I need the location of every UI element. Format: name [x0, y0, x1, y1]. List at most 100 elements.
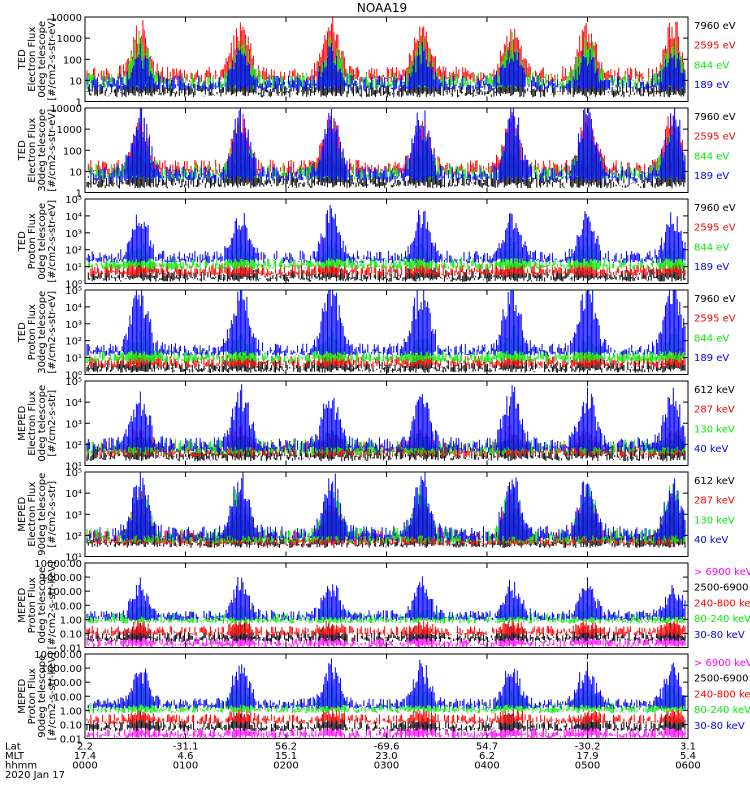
series-7-5: [86, 576, 686, 621]
series-4-4: [86, 290, 686, 356]
y-tick-label: 1000.00: [41, 573, 82, 584]
legend-entry: 40 keV: [694, 535, 728, 546]
y-tick-label: 10²: [65, 337, 82, 348]
panel-3: 10⁰ 10¹ 10² 10³ 10⁴ 10⁵ TEDProton Flux0deg tel…: [17, 195, 736, 291]
y-tick-label: 100: [63, 146, 82, 157]
legend-entry: 240-800 keV: [694, 598, 750, 609]
series-5-4: [86, 384, 686, 453]
y-tick-label: 10³: [65, 320, 82, 331]
y-tick-label: 10⁰: [65, 280, 82, 291]
legend-entry: 844 eV: [694, 242, 729, 253]
legend-entry: 30-80 keV: [694, 630, 745, 641]
y-tick-label: 10⁰: [65, 371, 82, 382]
series-6-4: [86, 472, 686, 542]
footer-value: 3.1: [680, 742, 696, 753]
y-tick-label: 10²: [65, 440, 82, 451]
figure-title: NOAA19: [357, 1, 407, 15]
legend-entry: 612 keV: [694, 476, 735, 487]
footer-value: 56.2: [275, 742, 297, 753]
y-tick-label: 10.00: [53, 692, 82, 703]
y-tick-label: 10²: [65, 246, 82, 257]
y-axis-label: TEDProton Flux0deg telescope[#/cm2-s-str…: [17, 200, 58, 283]
panel-8: 0.01 0.10 1.00 10.00 100.00 1000.00 10000.00ME…: [17, 650, 750, 746]
series-8-2: [86, 709, 686, 732]
footer-value: 0500: [575, 761, 600, 772]
panel-7-data: [86, 576, 686, 648]
y-tick-label: 10⁴: [65, 489, 82, 500]
legend-entry: > 6900 keV: [694, 658, 750, 669]
panel-5-data: [86, 384, 686, 462]
footer-value: 4.6: [178, 751, 194, 762]
footer-value: 2.2: [77, 742, 93, 753]
legend-entry: 7960 eV: [694, 112, 736, 123]
footer-value: 6.2: [479, 751, 495, 762]
panel-4-data: [86, 290, 686, 373]
series-3-4: [86, 205, 686, 264]
y-tick-label: 10³: [65, 510, 82, 521]
footer-row-label: 2020 Jan 17: [5, 770, 65, 781]
panel-3-data: [86, 205, 686, 282]
footer-value: -30.2: [575, 742, 601, 753]
y-tick-label: 1000.00: [41, 664, 82, 675]
legend-entry: 7960 eV: [694, 294, 736, 305]
legend-entry: > 6900 keV: [694, 567, 750, 578]
series-8-3: [86, 705, 686, 725]
legend-entry: 130 keV: [694, 424, 735, 435]
y-tick-label: 10000.00: [34, 559, 82, 570]
footer-row-label: Lat: [5, 742, 21, 753]
legend-entry: 7960 eV: [694, 203, 736, 214]
y-tick-label: 100.00: [47, 587, 82, 598]
y-tick-label: 10³: [65, 419, 82, 430]
legend-entry: 2500-6900: [694, 583, 749, 594]
y-tick-label: 10000.00: [34, 650, 82, 661]
footer-row-label: hhmm: [5, 761, 37, 772]
footer-value: 17.4: [74, 751, 96, 762]
footer-value: 17.9: [576, 751, 598, 762]
y-axis-label: MEPEDElectron Flux90deg telescope[#/cm2-…: [17, 473, 58, 556]
legend-entry: 30-80 keV: [694, 721, 745, 732]
y-tick-label: 10¹: [65, 263, 82, 274]
y-tick-label: 10¹: [65, 462, 82, 473]
footer-value: 54.7: [476, 742, 498, 753]
y-axis-label: MEPEDElectron Flux0deg telescope[#/cm2-s…: [17, 385, 58, 462]
y-axis-label: TEDElectron Flux0deg telescope[#/cm2-s-s…: [17, 18, 58, 101]
y-tick-label: 1.00: [60, 706, 82, 717]
series-8-1: [86, 721, 686, 739]
y-tick-label: 0.01: [60, 735, 82, 746]
y-axis-label: MEPEDProton Flux90deg telescope[#/cm2-s-…: [17, 652, 58, 740]
footer-value: 5.4: [680, 751, 696, 762]
footer-value: -69.6: [374, 742, 400, 753]
footer-value: 0600: [675, 761, 700, 772]
y-tick-label: 1.00: [60, 615, 82, 626]
y-tick-label: 1000: [57, 125, 82, 136]
y-tick-label: 10⁵: [65, 377, 82, 388]
y-axis-label: TEDProton Flux30deg telescope[#/cm2-s-st…: [17, 291, 58, 374]
y-tick-label: 10⁴: [65, 303, 82, 314]
y-tick-label: 1000: [57, 34, 82, 45]
y-tick-label: 1: [76, 98, 82, 109]
series-2-4: [87, 108, 686, 182]
footer-value: 0100: [173, 761, 198, 772]
series-8-5: [86, 658, 686, 709]
legend-entry: 287 keV: [694, 496, 735, 507]
legend-entry: 80-240 keV: [694, 705, 750, 716]
legend-entry: 189 eV: [694, 262, 729, 273]
y-tick-label: 10³: [65, 229, 82, 240]
panel-4: 10⁰ 10¹ 10² 10³ 10⁴ 10⁵ TEDProton Flux30deg te…: [17, 286, 736, 382]
y-tick-label: 10¹: [65, 354, 82, 365]
footer-value: -31.1: [173, 742, 199, 753]
y-tick-label: 10⁴: [65, 212, 82, 223]
footer-value: 15.1: [275, 751, 297, 762]
legend-entry: 844 eV: [694, 60, 729, 71]
y-tick-label: 10¹: [65, 553, 82, 564]
legend-entry: 844 eV: [694, 333, 729, 344]
panel-7: 0.01 0.10 1.00 10.00 100.00 1000.00 10000.00ME…: [17, 559, 750, 655]
y-tick-label: 10: [69, 167, 82, 178]
legend-entry: 189 eV: [694, 171, 729, 182]
panel-1-data: [86, 17, 686, 98]
legend-entry: 2595 eV: [694, 41, 736, 52]
y-tick-label: 10⁵: [65, 468, 82, 479]
